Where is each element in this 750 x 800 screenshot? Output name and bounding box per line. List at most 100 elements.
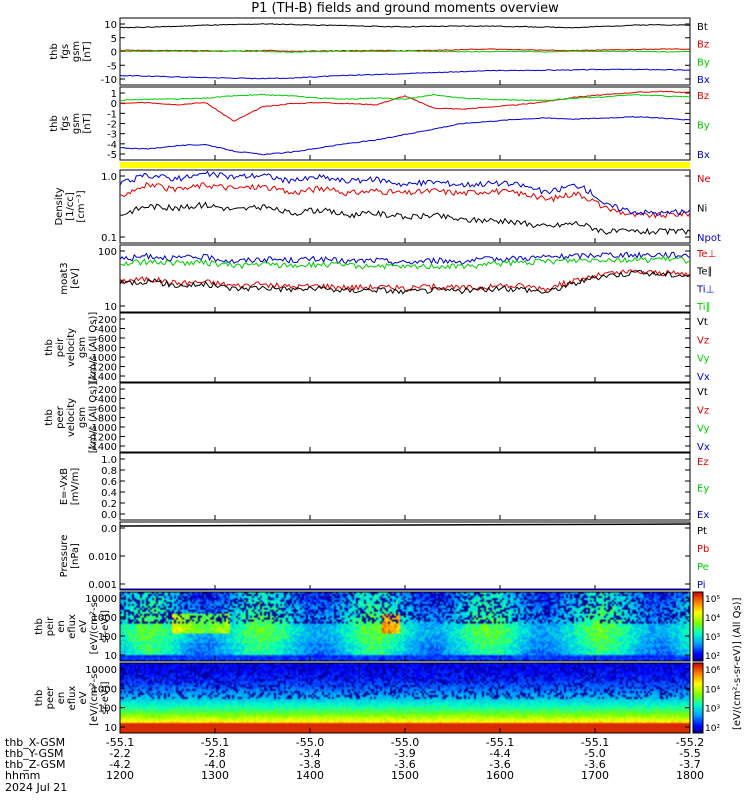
y-tick-label: 1000 bbox=[92, 684, 117, 695]
legend-By: By bbox=[697, 121, 710, 132]
legend-Ez: Ez bbox=[697, 457, 709, 468]
y-axis-label: gsm bbox=[71, 113, 82, 134]
x-tick-label-hhmm: 1800 bbox=[676, 769, 704, 782]
y-tick-label: 1.0 bbox=[101, 455, 117, 466]
x-tick-label-thb_Y-GSM: -2.8 bbox=[204, 747, 225, 760]
y-tick-label: 100 bbox=[98, 247, 117, 258]
colorbar-bottom bbox=[693, 663, 703, 733]
y-tick-label: -1 bbox=[107, 109, 117, 120]
y-tick-label: 0.001 bbox=[88, 580, 117, 591]
series-line-Bt bbox=[119, 23, 691, 29]
legend-Bx: Bx bbox=[697, 150, 710, 161]
x-tick-label-thb_X-GSM: -55.0 bbox=[296, 736, 324, 749]
y-tick-label: 10000 bbox=[85, 665, 117, 676]
legend-Npot: Npot bbox=[697, 233, 721, 244]
y-axis-label: gsm bbox=[77, 407, 88, 428]
y-tick-label: 1 bbox=[111, 89, 117, 100]
x-tick-label-hhmm: 1700 bbox=[581, 769, 609, 782]
series-line-Ne bbox=[119, 182, 691, 219]
legend-Vt: Vt bbox=[697, 317, 708, 328]
legend-Vy: Vy bbox=[697, 424, 710, 435]
y-tick-label: 0.0 bbox=[101, 524, 117, 535]
y-axis-label: [1/cc] bbox=[65, 192, 76, 221]
legend-Bt: Bt bbox=[697, 22, 708, 33]
colorbar-tick-label: 10³ bbox=[705, 705, 720, 715]
colorbar-frame bbox=[692, 591, 704, 662]
colorbar-tick-label: 10⁶ bbox=[705, 666, 720, 676]
y-tick-label: -1000 bbox=[88, 353, 117, 364]
y-axis-label: thb bbox=[49, 115, 60, 132]
y-tick-label: 10 bbox=[104, 302, 117, 313]
legend-Ne: Ne bbox=[697, 174, 711, 185]
legend-Vy: Vy bbox=[697, 354, 710, 365]
x-tick-label-thb_Y-GSM: -2.2 bbox=[109, 747, 130, 760]
series-line-By bbox=[119, 50, 691, 53]
legend-Ey: Ey bbox=[697, 484, 709, 495]
series-line-Bz bbox=[119, 90, 691, 122]
y-axis-label: [cm⁻³] bbox=[76, 190, 87, 222]
x-row-label: thb_Z-GSM bbox=[5, 758, 65, 771]
y-tick-label: -5 bbox=[107, 150, 117, 161]
y-tick-label: -600 bbox=[94, 404, 117, 415]
x-tick-label-thb_X-GSM: -55.1 bbox=[581, 736, 609, 749]
y-axis-label: gsm bbox=[77, 337, 88, 358]
legend-Pe: Pe bbox=[697, 562, 709, 573]
y-axis-label: peer bbox=[45, 686, 56, 710]
y-tick-label: 0.2 bbox=[101, 499, 117, 510]
x-tick-label-thb_Z-GSM: -4.2 bbox=[109, 758, 130, 771]
y-axis-label: [nT] bbox=[82, 113, 93, 133]
legend-Vt: Vt bbox=[697, 387, 708, 398]
y-axis-label: thb bbox=[44, 409, 55, 426]
x-tick-label-thb_Y-GSM: -5.0 bbox=[584, 747, 605, 760]
y-tick-label: 10 bbox=[104, 723, 117, 734]
x-tick-label-hhmm: 1500 bbox=[391, 769, 419, 782]
colorbar-tick-label: 10⁴ bbox=[705, 614, 720, 624]
x-tick-label-thb_Z-GSM: -3.6 bbox=[489, 758, 510, 771]
colorbar-tick-label: 10⁵ bbox=[705, 595, 720, 605]
legend-Pb: Pb bbox=[697, 544, 709, 555]
panel-frame-ele_vel bbox=[119, 382, 691, 453]
legend-Bx: Bx bbox=[697, 75, 710, 86]
x-tick-label-thb_X-GSM: -55.2 bbox=[676, 736, 704, 749]
legend-Pt: Pt bbox=[697, 526, 707, 537]
legend-Ti⊥: Ti⊥ bbox=[696, 284, 714, 295]
colorbar-tick-label: 10⁴ bbox=[705, 685, 720, 695]
colorbar-frame bbox=[692, 662, 704, 734]
y-tick-label: -800 bbox=[94, 344, 117, 355]
x-tick-label-thb_Z-GSM: -3.7 bbox=[679, 758, 700, 771]
series-line-Te⊥ bbox=[119, 269, 691, 293]
panel-frame-efield bbox=[119, 452, 691, 521]
y-tick-label: -4 bbox=[107, 140, 117, 151]
y-axis-label: eflux bbox=[67, 686, 78, 711]
series-line-Ti∥ bbox=[119, 255, 691, 270]
colorbar-top bbox=[693, 592, 703, 661]
y-axis-label: thb bbox=[34, 690, 45, 707]
y-tick-label: -2 bbox=[107, 120, 117, 131]
x-tick-label-hhmm: 1300 bbox=[201, 769, 229, 782]
y-tick-label: -200 bbox=[94, 385, 117, 396]
y-axis-label: [km/s (All Qs)] bbox=[88, 382, 99, 454]
y-tick-label: -3 bbox=[107, 130, 117, 141]
x-tick-label-thb_Z-GSM: -3.8 bbox=[299, 758, 320, 771]
y-axis-label: eV bbox=[78, 691, 89, 704]
y-tick-label: -400 bbox=[94, 325, 117, 336]
y-tick-label: 1000 bbox=[92, 613, 117, 624]
y-tick-label: 0 bbox=[111, 99, 117, 110]
series-line-Ti⊥ bbox=[119, 251, 691, 266]
y-tick-label: 10 bbox=[104, 20, 117, 31]
x-tick-label-thb_X-GSM: -55.0 bbox=[391, 736, 419, 749]
y-tick-label: -1400 bbox=[88, 372, 117, 383]
series-line-By bbox=[119, 93, 691, 102]
panel-frame-ion_vel bbox=[119, 312, 691, 383]
legend-Bz: Bz bbox=[697, 91, 709, 102]
y-axis-label: sr-eV)] bbox=[100, 610, 111, 643]
y-tick-label: 100 bbox=[98, 704, 117, 715]
y-tick-label: 0 bbox=[111, 48, 117, 59]
colorbar-tick-label: 10² bbox=[705, 652, 720, 662]
legend-Vx: Vx bbox=[697, 372, 710, 383]
x-row-label: thb_Y-GSM bbox=[5, 747, 64, 760]
y-axis-label: peer bbox=[55, 405, 66, 429]
y-tick-label: -800 bbox=[94, 414, 117, 425]
legend-Bz: Bz bbox=[697, 40, 709, 51]
